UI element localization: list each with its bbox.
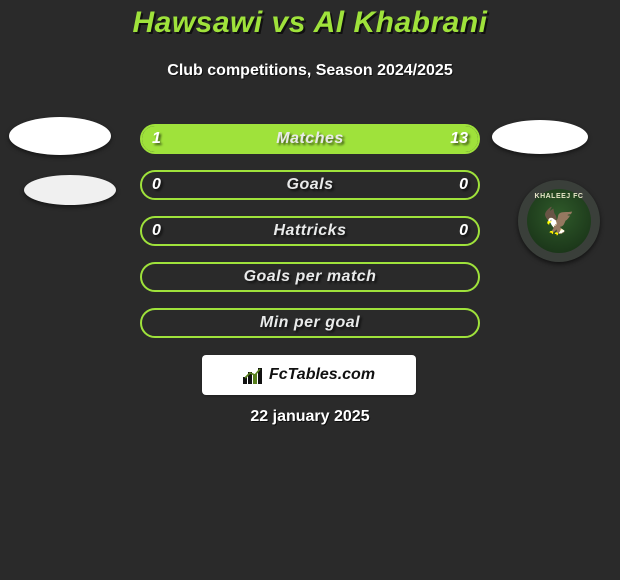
stat-label: Matches	[142, 126, 478, 152]
player1-club-badge	[24, 175, 116, 205]
date-text: 22 january 2025	[0, 408, 620, 426]
stat-value-right: 0	[459, 172, 468, 198]
stat-row: Min per goal	[140, 308, 480, 338]
stat-row: Goals0 0	[140, 170, 480, 200]
stat-label: Goals	[142, 172, 478, 198]
club-shield: KHALEEJ FC 🦅	[527, 189, 591, 253]
player2-avatar	[492, 120, 588, 154]
stat-row: Matches1 13	[140, 124, 480, 154]
stat-value-left: 1	[152, 126, 161, 152]
fctables-text: FcTables.com	[269, 366, 375, 384]
stat-label: Hattricks	[142, 218, 478, 244]
fctables-watermark: FcTables.com	[202, 355, 416, 395]
stat-value-right: 13	[450, 126, 468, 152]
stat-value-right: 0	[459, 218, 468, 244]
stat-value-left: 0	[152, 172, 161, 198]
club-name-text: KHALEEJ FC	[527, 193, 591, 200]
stat-label: Min per goal	[142, 310, 478, 336]
bar-chart-icon	[243, 366, 265, 384]
stat-value-left: 0	[152, 218, 161, 244]
stat-row: Goals per match	[140, 262, 480, 292]
stat-row: Hattricks0 0	[140, 216, 480, 246]
stat-label: Goals per match	[142, 264, 478, 290]
page-title: Hawsawi vs Al Khabrani	[0, 6, 620, 40]
comparison-card: Hawsawi vs Al Khabrani Club competitions…	[0, 0, 620, 580]
page-subtitle: Club competitions, Season 2024/2025	[0, 62, 620, 80]
player2-club-badge: KHALEEJ FC 🦅	[518, 180, 600, 262]
eagle-icon: 🦅	[543, 208, 575, 234]
player1-avatar	[9, 117, 111, 155]
